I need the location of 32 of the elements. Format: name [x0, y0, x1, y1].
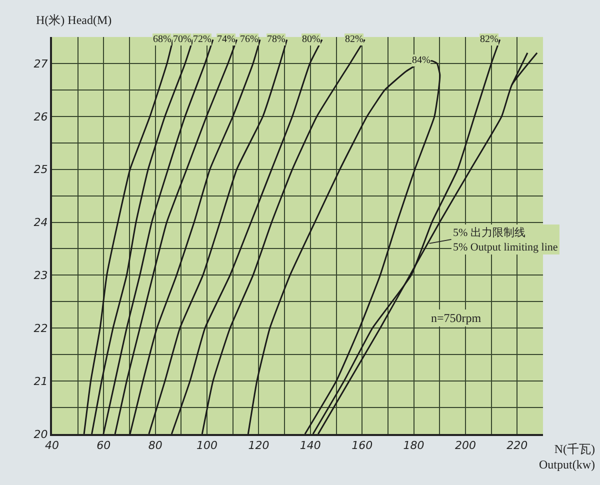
series-label: 84% — [412, 55, 430, 66]
series-label: 78% — [267, 34, 286, 45]
series-label: 70% — [173, 34, 192, 45]
annotation: n=750rpm — [431, 311, 482, 325]
series-label: 82% — [480, 34, 498, 45]
series-label: 72% — [193, 34, 212, 45]
x-tick-label: 120 — [248, 439, 270, 452]
y-tick-label: 24 — [34, 216, 48, 230]
x-tick-label: 80 — [148, 439, 162, 452]
series-label: 74% — [217, 34, 236, 45]
x-tick-label: 180 — [403, 439, 424, 452]
y-tick-label: 20 — [34, 428, 48, 441]
x-tick-label: 60 — [96, 439, 111, 452]
y-tick-label: 23 — [34, 269, 48, 282]
x-tick-label: 220 — [506, 439, 528, 452]
series-label: 68% — [153, 34, 172, 45]
series-label: 80% — [302, 34, 320, 45]
y-tick-label: 25 — [34, 163, 48, 176]
y-axis-title: H(米) Head(M) — [36, 13, 112, 27]
x-tick-label: 160 — [352, 439, 373, 452]
x-tick-label: 100 — [196, 439, 218, 452]
y-tick-label: 22 — [34, 322, 48, 335]
y-tick-label: 21 — [34, 374, 48, 388]
x-axis-title: N(千瓦) Output(kw) — [539, 442, 595, 472]
series-label: 76% — [240, 34, 258, 45]
x-tick-label: 200 — [454, 439, 476, 452]
y-tick-label: 27 — [34, 57, 48, 70]
x-tick-label: 140 — [300, 439, 321, 452]
series-label: 82% — [345, 34, 364, 45]
x-tick-label: 40 — [45, 439, 59, 452]
y-tick-label: 26 — [34, 110, 48, 124]
annotation: 5% 出力限制线 5% Output limiting line — [453, 226, 558, 254]
